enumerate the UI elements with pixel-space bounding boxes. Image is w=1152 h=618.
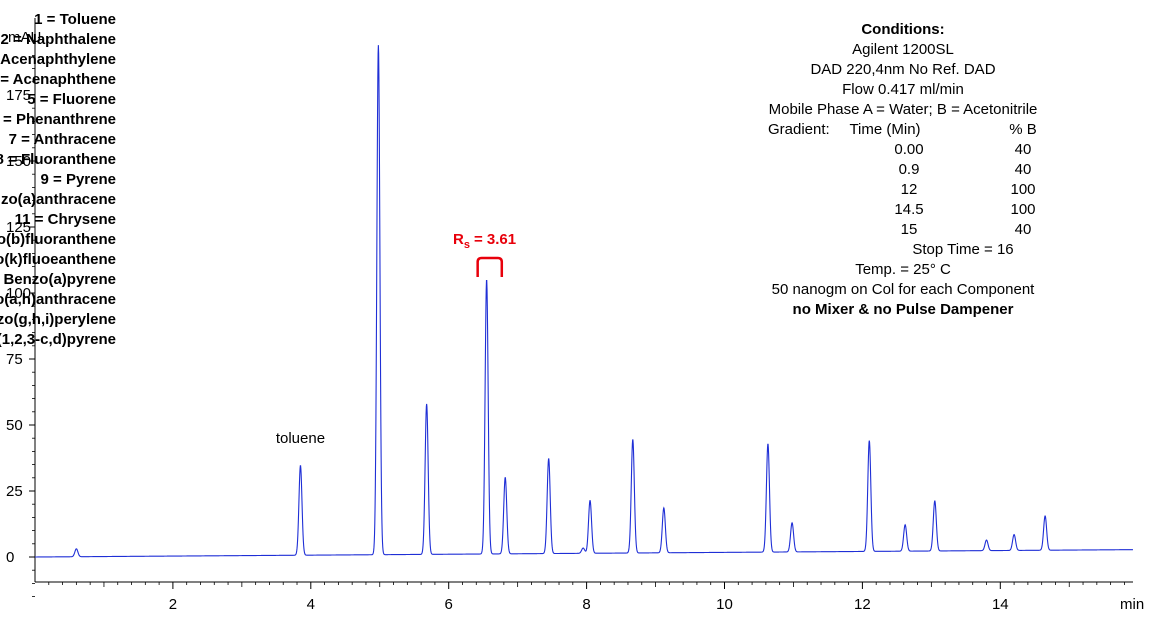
legend-number: 8 xyxy=(0,151,4,168)
legend-text: = Acenaphthene xyxy=(0,71,116,88)
legend-text: = Naphthalene xyxy=(9,31,116,48)
legend-item: 14 = Benzo(a)pyrene xyxy=(0,271,116,288)
y-tick-label: 0 xyxy=(6,549,14,566)
legend-text: = Acenaphthylene xyxy=(0,51,116,68)
legend-item: 7 = Anthracene xyxy=(9,131,116,148)
legend-text: = Pyrene xyxy=(49,171,116,188)
gradient-label: Gradient: xyxy=(768,121,830,138)
resolution-symbol: R xyxy=(453,231,464,248)
gradient-time-cell: 0.9 xyxy=(899,161,920,178)
toluene-peak-label: toluene xyxy=(276,430,325,447)
legend-item: 8 = Fluoranthene xyxy=(0,151,116,168)
gradient-percent-cell: 40 xyxy=(1015,221,1032,238)
legend-text: = Benzo(k)fluoeanthene xyxy=(0,251,116,268)
legend-text: = Dibenzo(a,h)anthracene xyxy=(0,291,116,308)
axes xyxy=(34,18,1133,583)
legend-item: 2 = Naphthalene xyxy=(1,31,116,48)
conditions-line: Stop Time = 16 xyxy=(912,241,1013,258)
conditions-line: 50 nanogm on Col for each Component xyxy=(772,281,1036,298)
legend-text: = Toluene xyxy=(43,11,116,28)
legend-number: 1 xyxy=(34,11,42,28)
legend-number: 5 xyxy=(27,91,35,108)
gradient-percent-cell: 40 xyxy=(1015,141,1032,158)
y-tick-label: 25 xyxy=(6,483,23,500)
y-tick-label: 175 xyxy=(6,87,31,104)
y-tick-label: 75 xyxy=(6,351,23,368)
conditions-bold-line: no Mixer & no Pulse Dampener xyxy=(793,301,1014,318)
conditions-block: Conditions: Agilent 1200SL DAD 220,4nm No … xyxy=(768,21,1037,318)
legend-number: 11 xyxy=(15,211,31,228)
legend-item: 4 = Acenaphthene xyxy=(0,71,116,88)
x-axis-unit-label: min xyxy=(1120,596,1144,613)
legend-text: = Fluoranthene xyxy=(4,151,116,168)
conditions-title: Conditions: xyxy=(861,21,944,38)
legend-text: = Benzo(b)fluoranthene xyxy=(0,231,116,248)
legend-item: 1 = Toluene xyxy=(34,11,116,28)
y-tick-label: 150 xyxy=(6,153,31,170)
x-tick-label: 14 xyxy=(992,596,1009,613)
legend-text: = Phenanthrene xyxy=(0,111,116,128)
legend-item: 12 = Benzo(b)fluoranthene xyxy=(0,231,116,248)
gradient-percent-cell: 40 xyxy=(1015,161,1032,178)
gradient-time-cell: 12 xyxy=(901,181,918,198)
gradient-header-percent: % B xyxy=(1009,121,1037,138)
conditions-line: Agilent 1200SL xyxy=(852,41,954,58)
conditions-line: Mobile Phase A = Water; B = Acetonitrile xyxy=(769,101,1038,118)
y-tick-label: 50 xyxy=(6,417,23,434)
legend-item: 15 = Dibenzo(a,h)anthracene xyxy=(0,291,116,308)
legend-item: 3 = Acenaphthylene xyxy=(0,51,116,68)
legend-item: 9 = Pyrene xyxy=(41,171,116,188)
x-tick-label: 10 xyxy=(716,596,733,613)
conditions-line: Flow 0.417 ml/min xyxy=(842,81,964,98)
resolution-bracket xyxy=(476,256,504,277)
conditions-line: Temp. = 25° C xyxy=(855,261,951,278)
legend-item: 17 = indeno(1,2,3-c,d)pyrene xyxy=(0,331,116,348)
legend-item: 16 = Benzo(g,h,i)perylene xyxy=(0,311,116,328)
legend-text: = Chrysene xyxy=(31,211,116,228)
x-tick-label: 12 xyxy=(854,596,871,613)
gradient-time-cell: 15 xyxy=(901,221,918,238)
x-tick-label: 4 xyxy=(307,596,315,613)
gradient-time-cell: 0.00 xyxy=(894,141,923,158)
legend-item: 10 = Benzo(a)anthracene xyxy=(0,191,116,208)
gradient-percent-cell: 100 xyxy=(1010,201,1035,218)
resolution-annotation: Rs = 3.61 xyxy=(453,231,516,277)
gradient-time-cell: 14.5 xyxy=(894,201,923,218)
chromatogram-trace xyxy=(35,45,1133,558)
conditions-line: DAD 220,4nm No Ref. DAD xyxy=(810,61,995,78)
legend-text: = Benzo(g,h,i)perylene xyxy=(0,311,116,328)
legend-text: = Benzo(a)pyrene xyxy=(0,271,116,288)
gradient-header-time: Time (Min) xyxy=(849,121,920,138)
resolution-label: Rs = 3.61 xyxy=(453,231,516,251)
legend-item: 6 = Phenanthrene xyxy=(0,111,116,128)
y-axis-label: mAU xyxy=(8,29,41,46)
legend-number: 2 xyxy=(1,31,9,48)
resolution-value: = 3.61 xyxy=(474,231,516,248)
legend-text: = indeno(1,2,3-c,d)pyrene xyxy=(0,331,116,348)
x-tick-label: 8 xyxy=(582,596,590,613)
legend-text: = Fluorene xyxy=(36,91,116,108)
legend-text: = Anthracene xyxy=(17,131,116,148)
y-tick-label: 125 xyxy=(6,219,31,236)
legend-number: 9 xyxy=(41,171,49,188)
legend-item: 13 = Benzo(k)fluoeanthene xyxy=(0,251,116,268)
resolution-subscript: s xyxy=(464,239,470,251)
gradient-percent-cell: 100 xyxy=(1010,181,1035,198)
compound-legend: 1 = Toluene 2 = Naphthalene 3 = Acenaphthy… xyxy=(0,11,116,348)
legend-number: 7 xyxy=(9,131,17,148)
x-tick-label: 6 xyxy=(445,596,453,613)
legend-item: 5 = Fluorene xyxy=(27,91,116,108)
legend-text: = Benzo(a)anthracene xyxy=(0,191,116,208)
y-tick-label: 100 xyxy=(6,285,31,302)
x-tick-label: 2 xyxy=(169,596,177,613)
legend-item: 11 = Chrysene xyxy=(15,211,116,228)
